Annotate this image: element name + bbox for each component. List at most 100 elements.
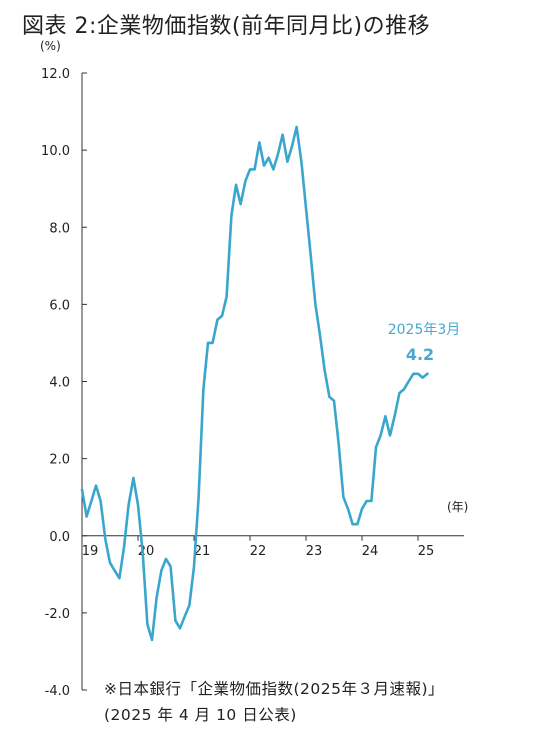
data-point <box>323 369 325 371</box>
x-tick-label: 23 <box>306 544 323 559</box>
data-point <box>193 565 195 567</box>
data-point <box>291 145 293 147</box>
data-point <box>141 550 143 552</box>
data-point <box>361 508 363 510</box>
data-point <box>403 388 405 390</box>
data-point <box>183 616 185 618</box>
y-tick-label: -4.0 <box>45 684 70 699</box>
data-point <box>300 161 302 163</box>
data-point <box>272 168 274 170</box>
data-point <box>328 396 330 398</box>
data-point <box>342 496 344 498</box>
data-point <box>211 342 213 344</box>
x-tick-label: 24 <box>362 544 379 559</box>
data-point <box>267 157 269 159</box>
data-point <box>389 434 391 436</box>
data-point <box>412 373 414 375</box>
data-point <box>375 446 377 448</box>
data-point <box>81 488 83 490</box>
data-point <box>235 184 237 186</box>
data-point <box>398 392 400 394</box>
data-point <box>253 168 255 170</box>
y-tick-label: 4.0 <box>49 376 70 391</box>
data-point <box>295 126 297 128</box>
data-point <box>188 604 190 606</box>
y-tick-label: 2.0 <box>49 453 70 468</box>
x-tick-label: 19 <box>82 544 99 559</box>
data-point <box>179 627 181 629</box>
data-point <box>127 504 129 506</box>
data-point <box>356 523 358 525</box>
data-point <box>90 500 92 502</box>
series-line <box>80 125 429 642</box>
data-point <box>281 134 283 136</box>
data-point <box>314 303 316 305</box>
y-tick-label: 6.0 <box>49 298 70 313</box>
x-axis-ticks: 19 20 21 22 23 24 25 <box>82 535 435 559</box>
data-point <box>337 442 339 444</box>
data-point <box>417 373 419 375</box>
data-point <box>104 538 106 540</box>
y-axis-ticks: 12.0 10.0 8.0 6.0 4.0 2.0 0.0 -2.0 -4.0 <box>41 67 87 699</box>
data-point <box>379 434 381 436</box>
data-point <box>249 168 251 170</box>
data-point <box>151 639 153 641</box>
data-point <box>407 380 409 382</box>
data-point <box>244 180 246 182</box>
annotation-value: 4.2 <box>406 345 434 364</box>
data-point <box>277 153 279 155</box>
data-point <box>221 315 223 317</box>
x-tick-label: 20 <box>138 544 155 559</box>
source-line-1: ※日本銀行「企業物価指数(2025年３月速報)」 <box>104 680 445 698</box>
data-point <box>109 562 111 564</box>
data-point <box>207 342 209 344</box>
data-point <box>95 484 97 486</box>
source-note: ※日本銀行「企業物価指数(2025年３月速報)」 (2025 年 4 月 10 … <box>104 676 444 728</box>
y-tick-label: 8.0 <box>49 221 70 236</box>
data-point <box>230 215 232 217</box>
data-point <box>421 376 423 378</box>
data-point <box>85 515 87 517</box>
data-point <box>155 596 157 598</box>
chart-title: 図表 2:企業物価指数(前年同月比)の推移 <box>22 14 431 39</box>
series-points <box>81 126 429 641</box>
y-tick-label: 12.0 <box>41 67 70 82</box>
annotation-label: 2025年3月 <box>388 322 461 338</box>
data-point <box>132 477 134 479</box>
data-point <box>305 207 307 209</box>
data-point <box>99 500 101 502</box>
x-tick-label: 25 <box>418 544 435 559</box>
data-point <box>365 500 367 502</box>
data-point <box>370 500 372 502</box>
data-point <box>351 523 353 525</box>
data-point <box>258 141 260 143</box>
data-point <box>118 577 120 579</box>
data-point <box>174 619 176 621</box>
data-point <box>263 164 265 166</box>
y-tick-label: -2.0 <box>45 607 70 622</box>
data-point <box>333 400 335 402</box>
source-line-2: (2025 年 4 月 10 日公表) <box>104 706 297 724</box>
data-point <box>160 569 162 571</box>
data-point <box>202 388 204 390</box>
x-tick-label: 21 <box>194 544 211 559</box>
data-point <box>384 415 386 417</box>
y-tick-label: 10.0 <box>41 144 70 159</box>
data-point <box>216 319 218 321</box>
data-point <box>393 415 395 417</box>
x-axis-unit-label: (年) <box>447 500 468 514</box>
x-tick-label: 22 <box>250 544 267 559</box>
data-point <box>319 334 321 336</box>
y-axis-unit-label: (%) <box>40 39 61 53</box>
data-point <box>225 296 227 298</box>
data-point <box>347 508 349 510</box>
data-point <box>286 161 288 163</box>
data-point <box>197 496 199 498</box>
data-point <box>123 546 125 548</box>
data-point <box>165 558 167 560</box>
data-point <box>169 565 171 567</box>
data-point <box>239 203 241 205</box>
data-point <box>309 253 311 255</box>
data-point <box>113 569 115 571</box>
